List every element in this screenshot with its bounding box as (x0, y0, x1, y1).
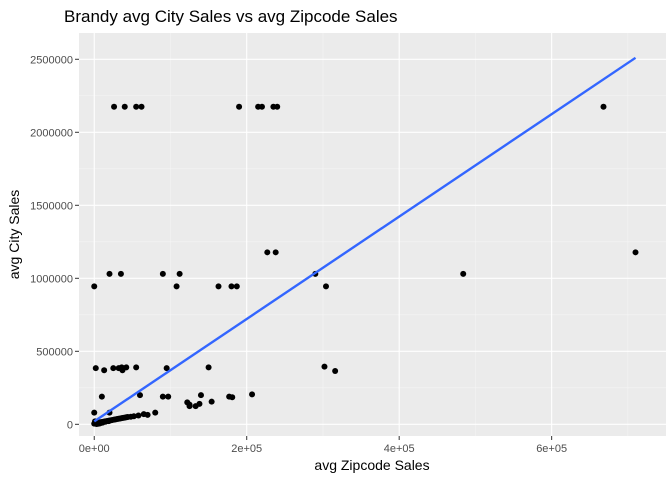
x-tick-label: 4e+05 (384, 443, 415, 455)
data-points (91, 103, 639, 428)
data-point (205, 364, 212, 371)
data-point (632, 249, 639, 256)
y-tick-label: 2500000 (30, 54, 73, 66)
data-point (600, 103, 607, 110)
data-point (159, 393, 166, 400)
data-point (98, 393, 105, 400)
data-point (91, 283, 98, 290)
data-point (106, 270, 113, 277)
data-point (101, 367, 108, 374)
data-point (92, 365, 99, 372)
data-point (332, 368, 339, 375)
data-point (130, 413, 137, 420)
data-point (163, 365, 170, 372)
data-point (186, 403, 193, 410)
y-axis-title: avg City Sales (6, 190, 22, 279)
y-axis-ticks: 0 500000 1000000 1500000 2000000 2500000 (30, 54, 79, 431)
data-point (322, 283, 329, 290)
x-axis-ticks: 0e+00 2e+05 4e+05 6e+05 (79, 436, 567, 455)
data-point (159, 270, 166, 277)
data-point (138, 103, 145, 110)
chart-title: Brandy avg City Sales vs avg Zipcode Sal… (64, 7, 398, 26)
regression-line (93, 56, 637, 423)
data-point (208, 398, 215, 405)
data-point (173, 283, 180, 290)
data-point (117, 270, 124, 277)
data-point (321, 363, 328, 370)
data-point (135, 412, 142, 419)
data-point (111, 103, 118, 110)
data-point (258, 103, 265, 110)
data-point (229, 394, 236, 401)
data-point (264, 249, 271, 256)
y-tick-label: 1000000 (30, 273, 73, 285)
data-point (133, 364, 140, 371)
x-tick-label: 6e+05 (536, 443, 567, 455)
y-tick-label: 500000 (36, 346, 73, 358)
data-point (133, 103, 140, 110)
data-point (152, 409, 159, 416)
data-point (249, 391, 256, 398)
minor-gridlines (79, 33, 666, 436)
y-tick-label: 2000000 (30, 127, 73, 139)
y-tick-label: 0 (67, 419, 73, 431)
data-point (105, 418, 112, 425)
data-point (110, 365, 117, 372)
data-point (121, 103, 128, 110)
data-point (197, 392, 204, 399)
data-point (119, 367, 126, 374)
y-tick-label: 1500000 (30, 200, 73, 212)
data-point (274, 103, 281, 110)
data-point (228, 283, 235, 290)
data-point (196, 400, 203, 407)
data-point (272, 249, 279, 256)
data-point (91, 409, 98, 416)
data-point (236, 103, 243, 110)
x-axis-title: avg Zipcode Sales (314, 457, 429, 473)
data-point (176, 270, 183, 277)
data-point (165, 393, 172, 400)
data-point (460, 270, 467, 277)
data-point (144, 411, 151, 418)
x-tick-label: 0e+00 (79, 443, 110, 455)
data-point (233, 283, 240, 290)
data-point (215, 283, 222, 290)
data-point (136, 392, 143, 399)
x-tick-label: 2e+05 (231, 443, 262, 455)
